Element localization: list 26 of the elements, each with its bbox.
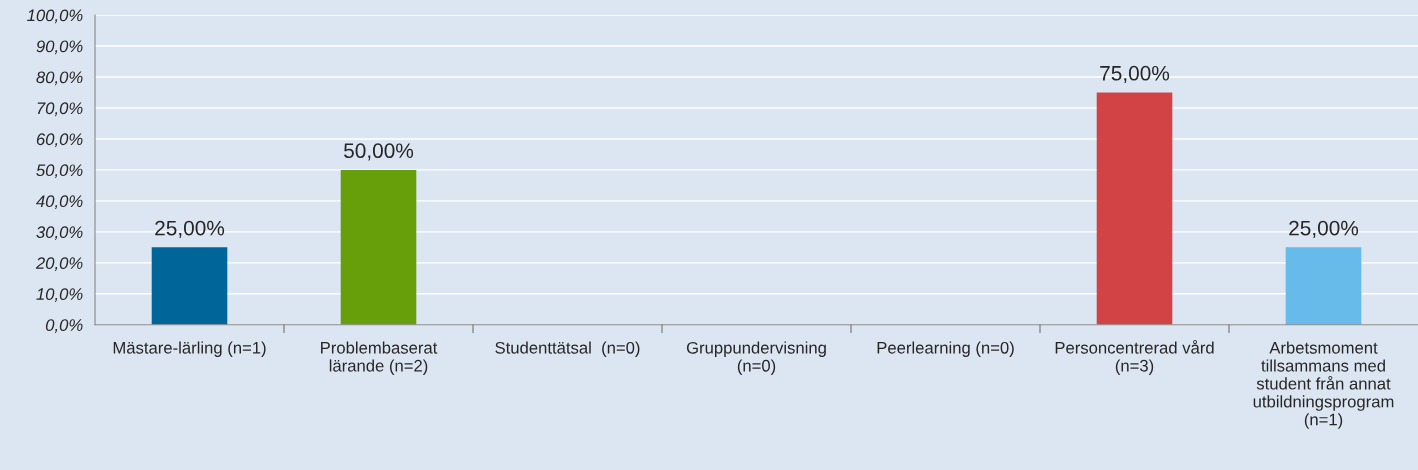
x-tick-label: Personcentrerad vård (n=3) xyxy=(1055,340,1214,375)
data-label: 75,00% xyxy=(1100,65,1170,84)
data-label: 25,00% xyxy=(155,220,225,238)
x-tick-label: Arbetsmoment tillsammans med student från annat utbildningsprogram (n=1) xyxy=(1253,341,1394,429)
y-tick-label: 10,0% xyxy=(36,288,83,302)
y-tick-label: 20,0% xyxy=(35,257,83,271)
x-tick-label: Mästare-lärling (n=1) xyxy=(113,341,266,357)
bar xyxy=(151,247,228,325)
y-tick-label: 60,0% xyxy=(36,133,83,148)
y-tick-label: 40,0% xyxy=(36,195,83,210)
x-tick-label: Problembaserat lärande (n=2) xyxy=(321,341,438,375)
bar xyxy=(340,169,417,325)
bar xyxy=(1096,92,1173,325)
y-tick-label: 30,0% xyxy=(36,226,83,241)
x-tick-label: Gruppundervisning (n=0) xyxy=(686,341,826,375)
y-tick-label: 50,0% xyxy=(36,164,83,179)
bar xyxy=(1285,247,1362,325)
data-label: 50,00% xyxy=(344,143,414,161)
y-tick-label: 100,0% xyxy=(27,9,83,24)
x-tick-label: Peerlearning (n=0) xyxy=(877,341,1014,357)
y-tick-label: 70,0% xyxy=(37,102,83,117)
data-label: 25,00% xyxy=(1289,220,1359,238)
y-tick-label: 80,0% xyxy=(36,71,83,86)
x-tick-label: Studenttätsal (n=0) xyxy=(495,341,640,357)
y-tick-label: 90,0% xyxy=(36,40,83,55)
y-tick-label: 0,0% xyxy=(45,319,83,333)
